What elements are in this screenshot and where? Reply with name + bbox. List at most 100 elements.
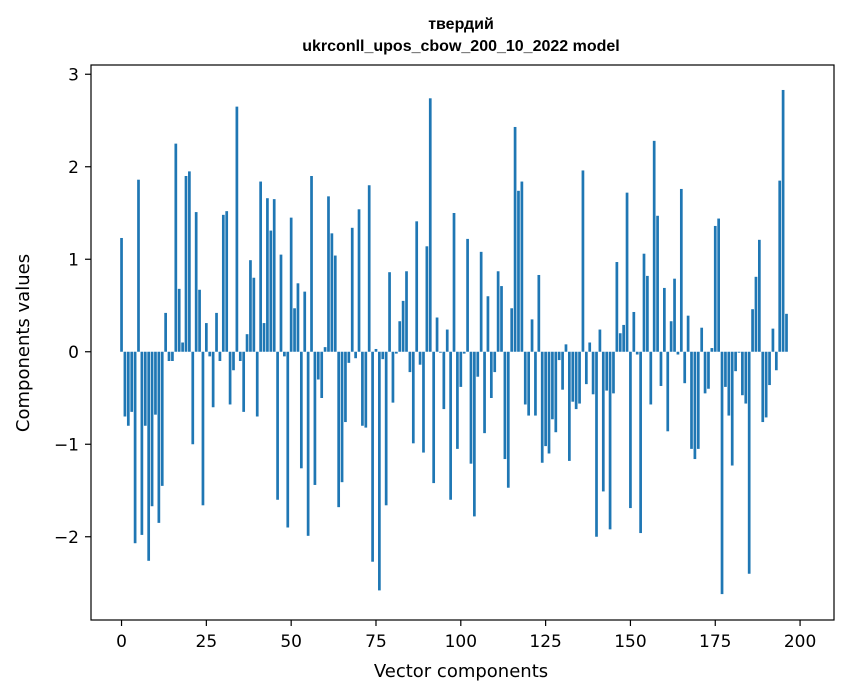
bar: [489, 351, 493, 398]
bar: [781, 89, 785, 352]
bar: [663, 287, 666, 352]
y-tick-label: −2: [54, 528, 79, 548]
bar: [299, 351, 303, 469]
bar: [774, 351, 778, 371]
bar: [201, 351, 205, 506]
bar: [510, 308, 514, 352]
bar: [221, 214, 225, 352]
bar: [530, 319, 534, 352]
plot-frame: [90, 64, 835, 621]
bar: [391, 351, 395, 403]
bar: [758, 239, 761, 352]
bar: [496, 271, 500, 352]
bar: [150, 351, 154, 507]
x-tick-label: 50: [280, 632, 302, 652]
bar: [188, 171, 191, 352]
bar: [676, 351, 680, 355]
bar: [242, 351, 246, 412]
bar: [785, 313, 788, 352]
bar: [605, 351, 609, 391]
bar: [310, 176, 313, 352]
bar: [503, 351, 507, 460]
bar: [228, 351, 232, 405]
bar: [751, 309, 754, 352]
bar: [625, 192, 629, 352]
bar: [350, 227, 354, 352]
chart-title: твердий: [428, 16, 494, 33]
bar: [747, 351, 751, 574]
bar: [164, 312, 167, 352]
x-tick-label: 200: [784, 632, 816, 652]
bar: [235, 106, 239, 352]
bar: [635, 351, 639, 355]
bar: [167, 351, 171, 361]
bar: [527, 351, 531, 416]
bar: [432, 351, 436, 484]
bar: [198, 289, 201, 352]
bar: [340, 351, 344, 483]
bar: [578, 351, 581, 404]
bar: [588, 342, 592, 352]
bar: [564, 344, 568, 352]
bar: [140, 351, 144, 535]
bar: [401, 300, 405, 352]
bar: [483, 351, 486, 434]
bar: [435, 317, 439, 352]
bar: [520, 181, 524, 352]
bar: [734, 351, 737, 372]
bar: [693, 351, 697, 460]
bar: [741, 351, 744, 396]
bar: [327, 196, 330, 352]
bar: [649, 351, 653, 405]
bar: [255, 351, 259, 417]
bar: [466, 238, 469, 352]
bar: [703, 351, 707, 394]
bar: [629, 351, 632, 509]
bar: [696, 351, 700, 449]
bar: [449, 351, 452, 500]
bar: [547, 351, 551, 454]
bar: [262, 323, 266, 352]
bar: [425, 246, 429, 352]
bar: [608, 351, 612, 530]
bar: [639, 351, 642, 534]
bar: [720, 351, 724, 595]
y-tick-label: 1: [68, 250, 79, 270]
bar: [361, 351, 364, 426]
bar: [208, 351, 212, 357]
bar: [184, 176, 188, 352]
bar: [659, 351, 663, 386]
x-axis-label: Vector components: [374, 661, 548, 682]
x-tick-label: 0: [116, 632, 127, 652]
bar: [405, 271, 408, 352]
bar: [568, 351, 571, 461]
bar: [768, 351, 771, 386]
bar: [191, 351, 195, 445]
bar: [479, 251, 483, 352]
bar: [245, 334, 249, 352]
bar: [147, 351, 151, 561]
bar: [561, 351, 564, 390]
bar: [459, 351, 463, 387]
bar: [218, 351, 222, 361]
bar: [445, 329, 449, 352]
bar: [642, 253, 646, 352]
x-axis: 0 25 50 75 100 125 150 175 200: [116, 620, 816, 652]
bar: [428, 98, 432, 352]
y-tick-label: 0: [68, 343, 79, 363]
x-tick-label: 75: [365, 632, 387, 652]
bar: [462, 351, 466, 354]
bar: [354, 351, 357, 359]
bar: [408, 351, 412, 373]
bar: [513, 126, 517, 352]
bar: [272, 199, 276, 352]
y-axis: −2 −1 0 1 2 3: [54, 65, 91, 548]
bar: [130, 351, 134, 412]
bar: [601, 351, 605, 492]
bar: [238, 351, 242, 361]
bar: [252, 277, 256, 352]
bar: [367, 185, 371, 352]
bar: [371, 351, 374, 562]
bar: [276, 351, 279, 500]
